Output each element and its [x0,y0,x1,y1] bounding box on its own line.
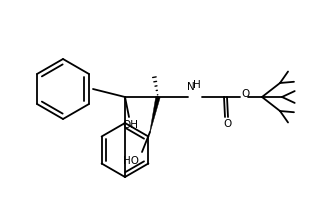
Text: O: O [241,89,249,99]
Polygon shape [150,96,160,132]
Text: HO: HO [123,156,139,166]
Text: OH: OH [122,120,138,130]
Text: H: H [193,80,201,90]
Text: O: O [223,119,231,129]
Text: N: N [187,82,195,92]
